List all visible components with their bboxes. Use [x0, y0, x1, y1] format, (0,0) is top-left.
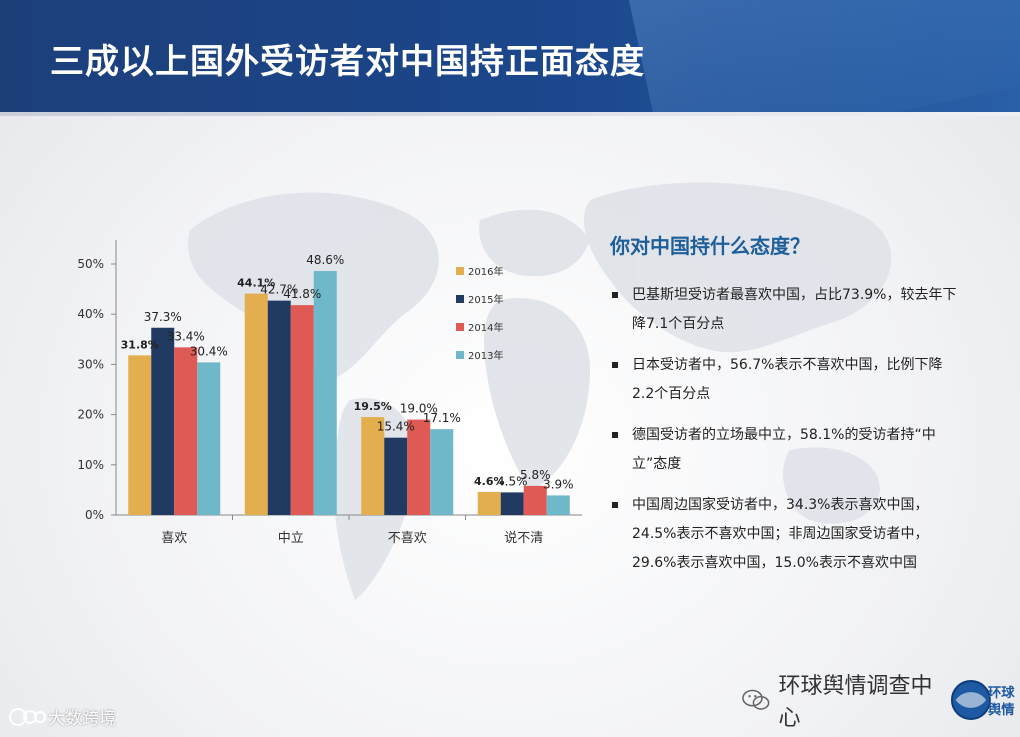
- side-panel: 你对中国持什么态度？ 巴基斯坦受访者最喜欢中国，占比73.9%，较去年下降7.1…: [610, 230, 960, 590]
- bar: [546, 495, 570, 515]
- data-label: 48.6%: [306, 253, 344, 267]
- list-item: 巴基斯坦受访者最喜欢中国，占比73.9%，较去年下降7.1个百分点: [610, 281, 960, 339]
- brand-signature: 环球舆情调查中心 环球 舆情: [742, 668, 1020, 732]
- bar: [151, 327, 175, 515]
- y-tick-label: 50%: [77, 257, 104, 271]
- data-label: 5.8%: [520, 468, 551, 482]
- header-underline: [0, 112, 1020, 116]
- panel-question: 你对中国持什么态度？: [610, 234, 810, 258]
- square-bullet-icon: [612, 292, 618, 298]
- bar: [477, 491, 501, 515]
- bar: [174, 347, 198, 515]
- legend-label: 2013年: [468, 349, 503, 362]
- svg-text:舆情: 舆情: [988, 701, 1015, 718]
- y-tick-label: 40%: [77, 307, 104, 321]
- legend-swatch: [456, 351, 464, 359]
- data-label: 41.8%: [283, 287, 321, 301]
- data-label: 19.0%: [400, 402, 438, 416]
- y-tick-label: 10%: [77, 458, 104, 472]
- bullet-text: 德国受访者的立场最中立，58.1%的受访者持“中立”态度: [632, 427, 936, 472]
- legend-label: 2016年: [468, 265, 503, 278]
- bar: [361, 417, 385, 515]
- bar: [407, 419, 431, 515]
- bullet-text: 中国周边国家受访者中，34.3%表示喜欢中国，24.5%表示不喜欢中国；非周边国…: [632, 497, 929, 571]
- y-tick-label: 0%: [85, 508, 104, 522]
- bar: [384, 437, 408, 515]
- page-title: 三成以上国外受访者对中国持正面态度: [50, 42, 645, 82]
- square-bullet-icon: [612, 432, 618, 438]
- brand-text: 环球舆情调查中心: [778, 674, 933, 731]
- list-item: 中国周边国家受访者中，34.3%表示喜欢中国，24.5%表示不喜欢中国；非周边国…: [610, 491, 960, 578]
- x-tick-label: 中立: [278, 531, 304, 546]
- data-label: 33.4%: [167, 329, 205, 343]
- bar: [523, 485, 547, 515]
- data-label: 37.3%: [144, 310, 182, 324]
- bar: [313, 271, 337, 515]
- square-bullet-icon: [612, 362, 618, 368]
- data-label: 31.8%: [121, 338, 159, 351]
- header-banner: 三成以上国外受访者对中国持正面态度: [0, 0, 1020, 112]
- data-label: 4.6%: [474, 475, 505, 488]
- bar: [197, 362, 221, 515]
- bar: [500, 492, 524, 515]
- watermark-text: 大数跨境: [48, 709, 116, 729]
- bullet-list: 巴基斯坦受访者最喜欢中国，占比73.9%，较去年下降7.1个百分点 日本受访者中…: [610, 281, 960, 578]
- data-label: 42.7%: [260, 283, 298, 297]
- watermark-logo-icon: [9, 707, 46, 726]
- data-label: 3.9%: [543, 477, 574, 491]
- list-item: 日本受访者中，56.7%表示不喜欢中国，比例下降2.2个百分点: [610, 351, 960, 409]
- svg-text:环球: 环球: [988, 684, 1015, 701]
- y-tick-label: 20%: [77, 408, 104, 422]
- legend-label: 2014年: [468, 321, 503, 334]
- data-label: 44.1%: [237, 277, 275, 290]
- bullet-text: 巴基斯坦受访者最喜欢中国，占比73.9%，较去年下降7.1个百分点: [632, 287, 957, 332]
- y-tick-label: 30%: [77, 357, 104, 371]
- data-label: 19.5%: [354, 400, 392, 413]
- watermark: 大数跨境: [8, 704, 116, 729]
- legend-swatch: [456, 267, 464, 275]
- bar: [430, 429, 454, 515]
- bullet-text: 日本受访者中，56.7%表示不喜欢中国，比例下降2.2个百分点: [632, 357, 943, 402]
- square-bullet-icon: [612, 502, 618, 508]
- x-tick-label: 不喜欢: [388, 531, 427, 546]
- legend-label: 2015年: [468, 293, 503, 306]
- list-item: 德国受访者的立场最中立，58.1%的受访者持“中立”态度: [610, 421, 960, 479]
- brand-logo-icon: 环球 舆情: [950, 680, 1015, 720]
- legend-swatch: [456, 295, 464, 303]
- x-tick-label: 说不清: [504, 531, 543, 546]
- bar: [290, 305, 314, 515]
- bar: [244, 293, 268, 515]
- data-label: 17.1%: [423, 411, 461, 425]
- bar: [128, 355, 152, 515]
- wechat-icon: [742, 689, 770, 710]
- data-label: 30.4%: [190, 344, 228, 358]
- data-label: 15.4%: [377, 420, 415, 434]
- bar: [267, 300, 291, 515]
- x-tick-label: 喜欢: [161, 531, 187, 546]
- legend-swatch: [456, 323, 464, 331]
- data-label: 4.5%: [497, 474, 528, 488]
